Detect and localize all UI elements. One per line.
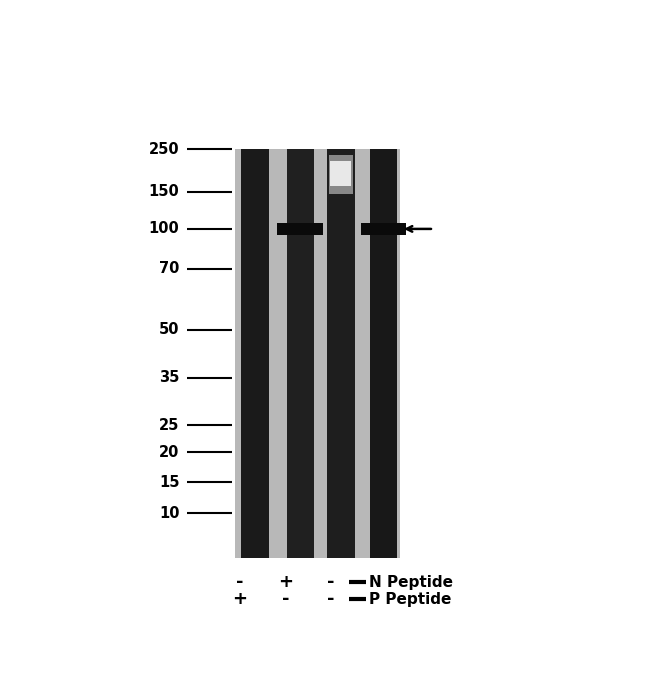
Text: 70: 70: [159, 262, 179, 276]
Text: -: -: [327, 573, 334, 591]
Text: -: -: [327, 590, 334, 608]
Text: 10: 10: [159, 506, 179, 521]
Text: 50: 50: [159, 322, 179, 337]
Bar: [241, 149, 269, 558]
Text: -: -: [281, 590, 289, 608]
Text: P Peptide: P Peptide: [369, 592, 452, 607]
Text: 35: 35: [159, 370, 179, 385]
Bar: [327, 149, 354, 558]
Text: -: -: [236, 573, 244, 591]
Bar: [235, 149, 400, 558]
Text: 15: 15: [159, 475, 179, 490]
Bar: [330, 161, 351, 186]
Text: 250: 250: [149, 141, 179, 157]
Text: N Peptide: N Peptide: [369, 575, 454, 590]
Text: 25: 25: [159, 418, 179, 433]
Bar: [370, 149, 397, 558]
Bar: [278, 223, 323, 235]
Text: 20: 20: [159, 444, 179, 460]
Text: 100: 100: [149, 221, 179, 237]
Bar: [361, 223, 406, 235]
Bar: [329, 155, 352, 195]
Text: +: +: [233, 590, 248, 608]
Text: +: +: [278, 573, 292, 591]
Text: 150: 150: [149, 184, 179, 199]
Bar: [287, 149, 314, 558]
